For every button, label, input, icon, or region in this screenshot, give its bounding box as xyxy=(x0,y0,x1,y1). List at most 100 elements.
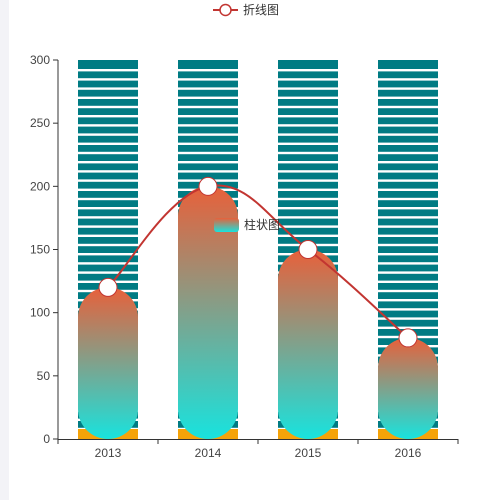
y-tick-label: 150 xyxy=(30,243,50,257)
bar-stripe xyxy=(178,96,238,99)
line-point-2014 xyxy=(198,176,218,196)
bar-stripe xyxy=(178,161,238,164)
bar-stripe xyxy=(278,170,338,173)
bar-stripe xyxy=(178,151,238,155)
y-tick-label: 50 xyxy=(37,369,51,383)
bar-stripe xyxy=(378,151,438,155)
bar-line-chart: 0 50 100 150 200 250 300 2013 2014 2015 2016 折线图柱状… xyxy=(30,2,459,460)
line-point-2013 xyxy=(98,277,118,297)
bar-stripe xyxy=(78,78,138,81)
bar-stripe xyxy=(78,188,138,191)
bar-stripe xyxy=(278,78,338,81)
bar-stripe xyxy=(378,253,438,256)
bar-stripe xyxy=(78,271,138,274)
bar-stripe xyxy=(378,142,438,145)
chart-canvas: 0 50 100 150 200 250 300 2013 2014 2015 2016 折线图 柱状… xyxy=(9,0,500,500)
bar-stripe xyxy=(78,225,138,228)
bar-stripe xyxy=(278,179,338,182)
y-tick-label: 100 xyxy=(30,306,50,320)
bar-stripe xyxy=(278,207,338,210)
bar-stripe xyxy=(78,133,138,136)
bar-stripe xyxy=(278,197,338,201)
bar-stripe xyxy=(378,225,438,228)
legend-line-label: 折线图 xyxy=(243,2,279,17)
bar-stripe xyxy=(78,105,138,109)
bar-stripe xyxy=(378,262,438,265)
bar-stripe xyxy=(378,96,438,99)
y-tick-label: 300 xyxy=(30,53,50,67)
y-tick-label: 250 xyxy=(30,116,50,130)
bar-stripe xyxy=(78,207,138,210)
legend-bar-symbol xyxy=(214,218,239,232)
bar-stripe xyxy=(278,124,338,127)
bar-stripe xyxy=(178,124,238,127)
bar-stripe xyxy=(78,124,138,127)
bar-stripe xyxy=(78,170,138,173)
bar-stripe xyxy=(78,96,138,99)
line-series xyxy=(107,184,409,339)
bar-stripe xyxy=(178,133,238,136)
bar-stripe xyxy=(178,170,238,173)
bar-stripe xyxy=(378,317,438,320)
bar-stripe xyxy=(378,124,438,127)
x-tick-label: 2015 xyxy=(295,446,322,460)
bar-stripe xyxy=(378,308,438,311)
x-tick-label: 2013 xyxy=(95,446,122,460)
bar-stripe xyxy=(278,69,338,72)
bar-stripe xyxy=(178,115,238,118)
bar-stripe xyxy=(278,188,338,191)
y-tick-label: 200 xyxy=(30,179,50,193)
bar-2015 xyxy=(278,249,338,439)
bar-stripe xyxy=(278,133,338,136)
bar-stripe xyxy=(378,133,438,136)
bar-stripe xyxy=(178,105,238,109)
legend-line-marker xyxy=(219,3,232,17)
bar-stripe xyxy=(378,234,438,237)
bar-stripe xyxy=(378,207,438,210)
bar-stripe xyxy=(378,115,438,118)
bar-stripe xyxy=(78,243,138,247)
bar-stripe xyxy=(278,142,338,145)
bar-stripe xyxy=(178,87,238,90)
bar-stripe xyxy=(378,299,438,302)
bar-stripe xyxy=(378,271,438,274)
bar-stripe xyxy=(278,161,338,164)
bar-stripe xyxy=(378,243,438,247)
bar-stripe xyxy=(378,78,438,81)
bar-stripe xyxy=(378,170,438,173)
line-point-2016 xyxy=(398,328,418,348)
bar-stripe xyxy=(278,234,338,237)
x-tick-label: 2016 xyxy=(395,446,422,460)
bar-stripe xyxy=(178,69,238,72)
bar-stripe xyxy=(378,197,438,201)
bar-stripe xyxy=(78,151,138,155)
bar-stripe xyxy=(78,234,138,237)
bar-stripe xyxy=(178,78,238,81)
bar-stripe xyxy=(378,289,438,293)
bar-2016 xyxy=(378,337,438,439)
bar-2014 xyxy=(178,186,238,439)
bar-stripe xyxy=(378,280,438,283)
legend-bar-label: 柱状图 xyxy=(244,217,280,232)
bar-stripe xyxy=(378,87,438,90)
bar-stripe xyxy=(78,253,138,256)
bar-stripe xyxy=(78,142,138,145)
bar-stripe xyxy=(278,216,338,219)
x-tick-label: 2014 xyxy=(195,446,222,460)
bar-stripe xyxy=(278,115,338,118)
bar-stripe xyxy=(378,105,438,109)
bar-stripe xyxy=(178,142,238,145)
bar-stripe xyxy=(378,216,438,219)
bar-stripe xyxy=(278,96,338,99)
bar-stripe xyxy=(378,179,438,182)
bar-stripe xyxy=(278,225,338,228)
bar-stripe xyxy=(78,216,138,219)
bar-stripe xyxy=(278,105,338,109)
bar-stripe xyxy=(78,161,138,164)
bar-stripe xyxy=(378,69,438,72)
line-point-2015 xyxy=(298,240,318,259)
bar-stripe xyxy=(378,161,438,164)
bar-stripe xyxy=(78,115,138,118)
bar-stripe xyxy=(378,326,438,329)
bar-stripe xyxy=(78,179,138,182)
